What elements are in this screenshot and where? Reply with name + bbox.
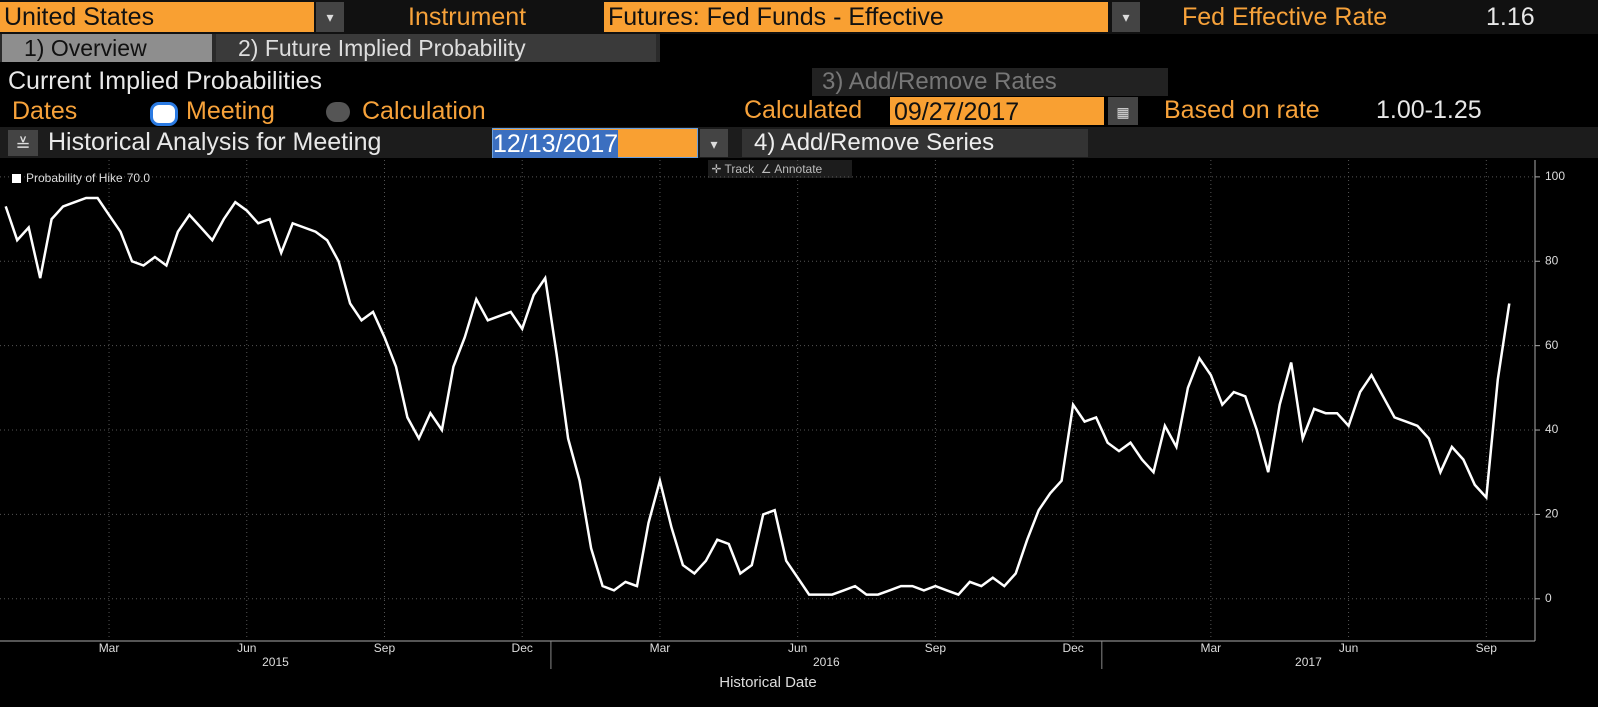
y-tick-label: 40 [1545, 422, 1559, 436]
y-tick-label: 20 [1545, 507, 1559, 521]
label: Historical Analysis for Meeting [48, 128, 382, 156]
radio-on[interactable] [150, 102, 178, 126]
tab[interactable]: 1) Overview [2, 34, 212, 62]
date: 12/13/2017 [493, 130, 619, 158]
country-field[interactable]: United States [0, 2, 314, 32]
value: 1.00-1.25 [1376, 96, 1482, 124]
chart: 0 20 40 60 80 100 Mar Jun Sep Dec Mar Jun Sep Dec Mar J… [0, 160, 1565, 691]
label: Dates [12, 97, 78, 125]
dropdown[interactable]: ▾ [700, 129, 728, 157]
panel-title: Current Implied Probabilities [8, 67, 323, 95]
label: Meeting [186, 97, 275, 125]
toolbar: ✛ Track ∠ Annotate [708, 160, 852, 178]
label: Instrument [408, 3, 527, 31]
legend-label: Probability of Hike 70.0 [26, 171, 150, 185]
date-field[interactable]: 09/27/2017 [890, 97, 1104, 126]
series-line [4, 196, 1511, 597]
dropdown[interactable]: ▾ [316, 2, 344, 32]
x-tick-label: Sep [1476, 641, 1498, 655]
x-tick-label: Mar [650, 641, 671, 655]
x-axis-label: Historical Date [719, 674, 817, 691]
x-tick-label: Dec [1062, 641, 1083, 655]
y-tick-label: 60 [1545, 338, 1559, 352]
label: Calculated [744, 96, 863, 124]
year-label: 2016 [813, 655, 840, 669]
legend-name: Probability of Hike [26, 171, 123, 185]
x-tick-label: Mar [99, 641, 120, 655]
value: 1.16 [1486, 3, 1535, 31]
x-tick-label: Jun [788, 641, 807, 655]
year-label: 2015 [262, 655, 289, 669]
legend-value: 70.0 [127, 171, 151, 185]
y-tick-label: 100 [1545, 169, 1565, 183]
legend-swatch [12, 174, 21, 183]
button[interactable]: 4) Add/Remove Series [742, 129, 1088, 157]
annotate[interactable]: Annotate [774, 162, 823, 176]
calendar[interactable]: ▦ [1108, 97, 1138, 125]
label: Calculation [362, 97, 486, 125]
track[interactable]: Track [724, 162, 755, 176]
dropdown[interactable]: ▾ [1112, 2, 1140, 32]
collapse[interactable]: ≚ [8, 130, 38, 156]
y-tick-label: 80 [1545, 253, 1559, 267]
x-tick-label: Sep [374, 641, 396, 655]
tab[interactable]: 2) Future Implied Probability [216, 34, 656, 62]
label: Fed Effective Rate [1182, 3, 1388, 31]
meeting-field[interactable]: 12/13/2017 [492, 128, 698, 158]
x-tick-label: Sep [925, 641, 947, 655]
y-tick-label: 0 [1545, 591, 1552, 605]
button[interactable]: 3) Add/Remove Rates [812, 68, 1168, 96]
label: Based on rate [1164, 96, 1320, 124]
x-tick-label: Mar [1201, 641, 1222, 655]
x-tick-label: Jun [237, 641, 256, 655]
x-tick-label: Dec [512, 641, 533, 655]
x-tick-label: Jun [1339, 641, 1358, 655]
instrument-field[interactable]: Futures: Fed Funds - Effective [604, 2, 1108, 32]
radio-off[interactable] [326, 102, 350, 122]
year-label: 2017 [1295, 655, 1322, 669]
